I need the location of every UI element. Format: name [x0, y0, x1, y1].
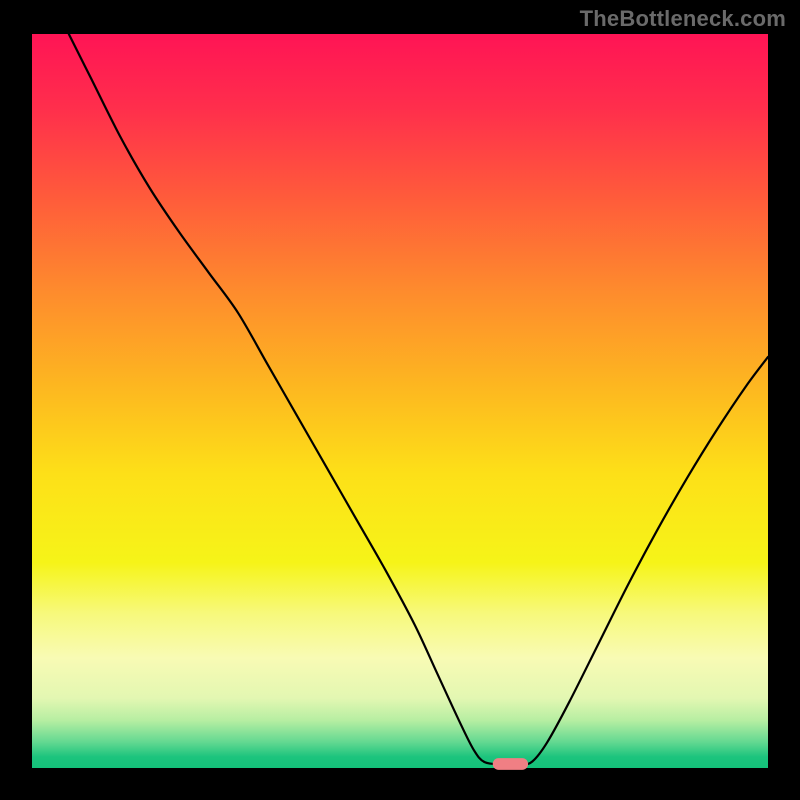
watermark-text: TheBottleneck.com: [580, 6, 786, 32]
chart-plot-area: [0, 0, 800, 800]
optimum-marker: [493, 758, 528, 770]
chart-background: [32, 34, 768, 768]
chart-svg: [0, 0, 800, 800]
